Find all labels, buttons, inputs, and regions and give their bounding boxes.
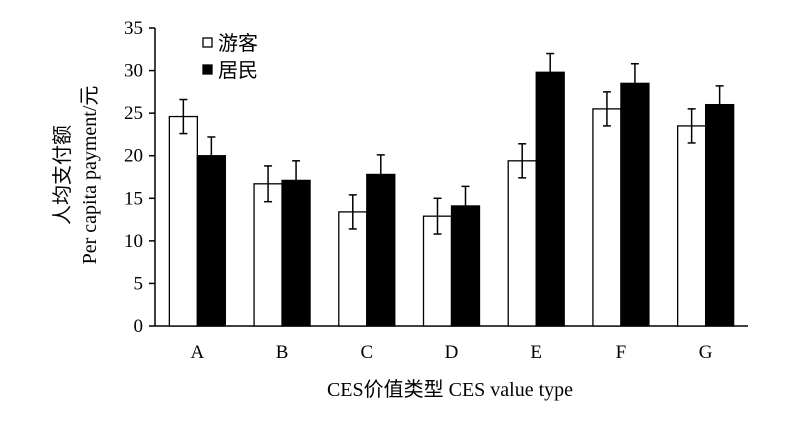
y-axis-title-en: Per capita payment/元 <box>79 86 101 265</box>
error-bar-tourists-c <box>348 194 357 230</box>
x-category-label-g: G <box>699 342 713 363</box>
bar-residents-c <box>366 173 396 327</box>
error-bar-residents-a <box>207 136 216 176</box>
y-axis-ticks: 0 5 10 15 20 25 30 35 <box>124 18 155 337</box>
bar-tourists-b <box>253 183 283 327</box>
y-tick-label-0: 0 <box>134 316 144 337</box>
error-bar-tourists-g <box>687 108 696 144</box>
bar-tourists-f <box>592 108 622 327</box>
y-tick-label-25: 25 <box>124 103 143 124</box>
legend-label-tourists: 游客 <box>218 32 258 55</box>
x-axis-title: CES价值类型 CES value type <box>327 378 573 401</box>
y-tick-label-10: 10 <box>124 231 143 252</box>
x-category-label-a: A <box>190 342 204 363</box>
y-tick-label-15: 15 <box>124 188 143 209</box>
error-bar-residents-f <box>630 63 639 104</box>
y-tick-label-30: 30 <box>124 61 143 82</box>
y-tick-label-35: 35 <box>124 18 143 39</box>
error-bar-residents-b <box>292 160 301 201</box>
error-bar-tourists-e <box>518 143 527 179</box>
x-category-label-c: C <box>360 342 373 363</box>
error-bar-residents-e <box>546 52 555 92</box>
y-axis-title-cn: 人均支付额 <box>51 125 74 225</box>
legend: 游客 居民 <box>202 32 258 82</box>
error-bar-residents-c <box>376 154 385 195</box>
bar-residents-g <box>704 103 735 327</box>
y-tick-label-20: 20 <box>124 146 143 167</box>
bar-residents-b <box>281 179 311 327</box>
legend-swatch-residents <box>202 64 213 75</box>
error-bar-tourists-f <box>602 91 611 127</box>
bar-residents-f <box>620 82 650 327</box>
error-bar-tourists-b <box>264 165 273 203</box>
x-category-label-b: B <box>276 342 289 363</box>
error-bar-residents-g <box>715 85 724 125</box>
legend-swatch-tourists <box>202 37 213 48</box>
bar-tourists-e <box>507 160 537 327</box>
bar-residents-a <box>196 155 227 327</box>
error-bar-tourists-d <box>433 197 442 235</box>
legend-label-residents: 居民 <box>218 60 258 82</box>
category-labels: A B C D E F G <box>190 342 712 363</box>
bar-tourists-a <box>168 115 199 327</box>
x-category-label-d: D <box>445 342 459 363</box>
bar-tourists-g <box>676 125 707 327</box>
x-category-label-f: F <box>616 342 627 363</box>
bar-residents-e <box>535 71 565 327</box>
error-bar-residents-d <box>461 185 470 227</box>
y-tick-label-5: 5 <box>134 273 144 294</box>
x-category-label-e: E <box>530 342 542 363</box>
bar-tourists-c <box>338 211 368 327</box>
error-bar-tourists-a <box>179 98 188 135</box>
bars <box>168 52 735 327</box>
